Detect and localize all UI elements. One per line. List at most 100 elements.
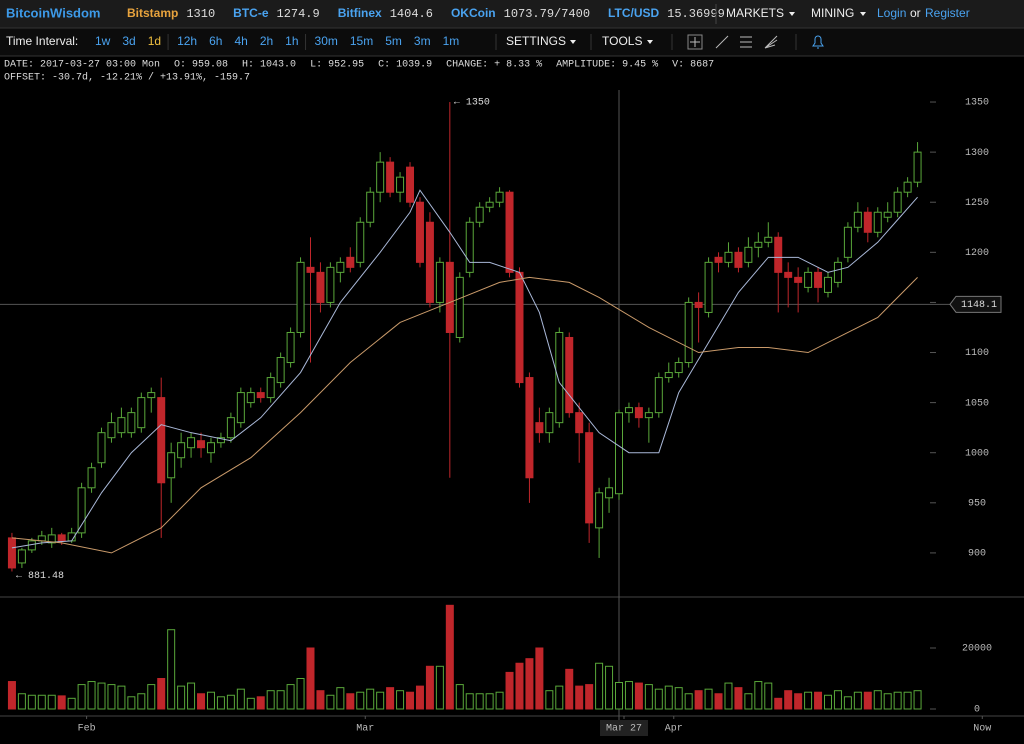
candle-body bbox=[236, 392, 245, 424]
volume-bar bbox=[823, 694, 832, 710]
volume-bar bbox=[465, 693, 474, 710]
interval-button[interactable]: 12h bbox=[177, 34, 197, 48]
volume-bar bbox=[87, 681, 96, 710]
candle-body bbox=[714, 256, 723, 263]
volume-bar bbox=[425, 665, 434, 710]
info-line: DATE: 2017-03-27 03:00 Mon O: 959.08 H: 10… bbox=[4, 60, 714, 71]
interval-button[interactable]: 1m bbox=[443, 34, 460, 48]
volume-bar bbox=[833, 690, 842, 710]
candle-body bbox=[535, 422, 544, 434]
ticker-price: 1310 bbox=[186, 7, 215, 21]
volume-bar bbox=[624, 681, 633, 710]
candle-body bbox=[505, 191, 514, 273]
candle-body bbox=[565, 336, 574, 414]
brand[interactable]: BitcoinWisdom bbox=[6, 5, 101, 20]
tools-menu[interactable]: TOOLS bbox=[602, 34, 642, 48]
volume-bar bbox=[296, 677, 305, 710]
interval-button[interactable]: 3d bbox=[122, 34, 135, 48]
candle-body bbox=[37, 535, 46, 542]
volume-bar bbox=[804, 691, 813, 710]
y-tick-label: 900 bbox=[968, 549, 986, 560]
interval-button[interactable]: 3m bbox=[414, 34, 431, 48]
volume-bar bbox=[67, 697, 76, 710]
ohlc-info: AMPLITUDE: 9.45 % bbox=[556, 60, 658, 71]
volume-bar bbox=[605, 665, 614, 710]
candle-body bbox=[804, 271, 813, 288]
fib-tool[interactable] bbox=[740, 36, 752, 48]
y-tick-label: 1100 bbox=[965, 348, 989, 359]
interval-button[interactable]: 6h bbox=[209, 34, 222, 48]
interval-button[interactable]: 30m bbox=[315, 34, 338, 48]
candle-body bbox=[356, 221, 365, 263]
candle-body bbox=[883, 211, 892, 218]
candle-body bbox=[147, 392, 156, 399]
ticker-price: 15.36999 bbox=[667, 7, 725, 21]
extreme-label: ← 881.48 bbox=[16, 571, 64, 582]
candle-body bbox=[336, 261, 345, 273]
volume-bar bbox=[734, 687, 743, 710]
ticker-name[interactable]: Bitstamp bbox=[127, 6, 178, 20]
ticker-name[interactable]: LTC/USD bbox=[608, 6, 659, 20]
top-bar bbox=[0, 0, 1024, 28]
candle-body bbox=[615, 412, 624, 495]
volume-bar bbox=[515, 662, 524, 710]
interval-button[interactable]: 5m bbox=[385, 34, 402, 48]
line-tool[interactable] bbox=[715, 35, 729, 49]
volume-bar bbox=[226, 694, 235, 710]
ticker-name[interactable]: OKCoin bbox=[451, 6, 496, 20]
register-link[interactable]: Register bbox=[925, 6, 970, 20]
tool-icons bbox=[687, 34, 824, 50]
volume-bar bbox=[7, 681, 16, 710]
interval-button[interactable]: 1w bbox=[95, 34, 111, 48]
x-tick-label: Mar 27 bbox=[606, 724, 642, 735]
dropdown-arrow bbox=[570, 40, 576, 44]
interval-button[interactable]: 2h bbox=[260, 34, 273, 48]
menu[interactable]: MARKETS bbox=[726, 6, 784, 20]
ticker-name[interactable]: Bitfinex bbox=[338, 6, 382, 20]
candle-body bbox=[545, 412, 554, 434]
crosshair-tool[interactable] bbox=[687, 34, 703, 50]
candle-body bbox=[754, 241, 763, 248]
moving-average bbox=[11, 189, 918, 549]
crosshair-label: 1148.1 bbox=[961, 300, 997, 311]
candle-body bbox=[107, 422, 116, 439]
candle-body bbox=[266, 377, 275, 399]
moving-average bbox=[11, 276, 918, 554]
dropdown-arrow bbox=[647, 40, 653, 44]
login-link[interactable]: Login bbox=[877, 6, 906, 20]
y2-tick-label: 20000 bbox=[962, 644, 992, 655]
volume-bar bbox=[346, 693, 355, 710]
volume-bar bbox=[475, 693, 484, 710]
interval-button[interactable]: 1d bbox=[148, 34, 161, 48]
y2-tick-label: 0 bbox=[974, 705, 980, 716]
interval-button[interactable]: 1h bbox=[285, 34, 298, 48]
volume-bar bbox=[784, 690, 793, 710]
volume-bar bbox=[893, 691, 902, 710]
ohlc-info: L: 952.95 bbox=[310, 60, 364, 71]
candle-body bbox=[415, 201, 424, 263]
candle-body bbox=[644, 412, 653, 419]
volume-bar bbox=[535, 647, 544, 710]
volume-bar bbox=[694, 690, 703, 710]
volume-bar bbox=[505, 671, 514, 710]
volume-bar bbox=[714, 693, 723, 710]
volume-bar bbox=[754, 681, 763, 710]
interval-button[interactable]: 15m bbox=[350, 34, 373, 48]
alert-tool[interactable] bbox=[812, 35, 824, 49]
candle-body bbox=[744, 246, 753, 263]
candle-body bbox=[903, 181, 912, 193]
candle-body bbox=[455, 276, 464, 338]
volume-bar bbox=[336, 687, 345, 710]
candle-body bbox=[197, 440, 206, 449]
interval-button[interactable]: 4h bbox=[234, 34, 247, 48]
fan-tool[interactable] bbox=[764, 35, 778, 49]
volume-bar bbox=[256, 696, 265, 710]
menu[interactable]: MINING bbox=[811, 6, 854, 20]
candle-body bbox=[595, 492, 604, 529]
volume-bar bbox=[903, 691, 912, 710]
settings-menu[interactable]: SETTINGS bbox=[506, 34, 566, 48]
volume-bar bbox=[406, 691, 415, 710]
candle-body bbox=[495, 191, 504, 203]
ticker-name[interactable]: BTC-e bbox=[233, 6, 269, 20]
